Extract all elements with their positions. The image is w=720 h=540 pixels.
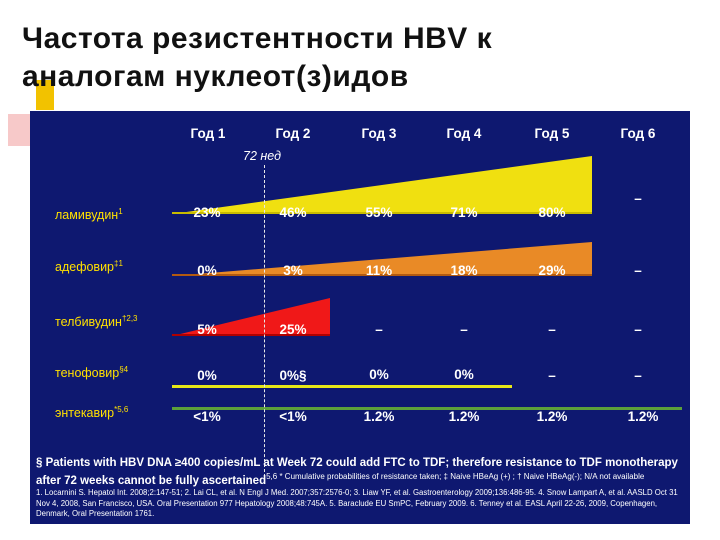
footnote-small-text: 5,6 * Cumulative probabilities of resist… [266, 472, 645, 481]
drug-label-telbivudine: телбивудин†2,3 [55, 314, 138, 330]
title-line-2: аналогам нуклеот(з)идов [22, 60, 409, 93]
tenofovir-value-y3: 0% [369, 367, 389, 382]
adefovir-value-y6: – [634, 263, 642, 278]
drug-label-adefovir: адефовир‡1 [55, 259, 123, 275]
lamivudine-value-y2: 46% [279, 205, 307, 220]
tenofovir-value-y5: – [548, 368, 556, 383]
tenofovir-value-y6: – [634, 368, 642, 383]
entecavir-value-y5: 1.2% [536, 409, 568, 424]
adefovir-baseline [172, 274, 592, 276]
decorative-yellow-square [36, 80, 54, 110]
adefovir-area [172, 242, 592, 276]
lamivudine-value-y5: 80% [538, 205, 566, 220]
lamivudine-value-y6: – [634, 191, 642, 206]
lamivudine-value-y1: 23% [193, 205, 221, 220]
slide-title: Частота резистентности HBV к аналогам ну… [22, 20, 622, 96]
adefovir-value-y5: 29% [538, 263, 566, 278]
telbivudine-value-y6: – [634, 322, 642, 337]
week-72-label: 72 нед [243, 149, 281, 163]
adefovir-value-y2: 3% [283, 263, 303, 278]
year-label-5: Год 5 [534, 126, 570, 141]
lamivudine-value-y4: 71% [450, 205, 478, 220]
adefovir-value-y3: 11% [365, 263, 393, 278]
drug-label-entecavir: энтекавир*5,6 [55, 405, 129, 421]
year-label-6: Год 6 [620, 126, 656, 141]
telbivudine-baseline [172, 334, 330, 336]
year-label-4: Год 4 [446, 126, 482, 141]
chart-panel: Год 1 Год 2 Год 3 Год 4 Год 5 Год 6 72 н… [30, 111, 690, 524]
week-72-dashed-line [264, 165, 265, 477]
lamivudine-baseline [172, 212, 592, 214]
drug-label-tenofovir: тенофовир§4 [55, 365, 129, 381]
tenofovir-value-y1: 0% [197, 368, 217, 383]
telbivudine-value-y2: 25% [279, 322, 307, 337]
lamivudine-value-y3: 55% [365, 205, 393, 220]
entecavir-value-y1: <1% [193, 409, 221, 424]
footnote-primary: § Patients with HBV DNA ≥400 copies/mL a… [36, 456, 686, 488]
tenofovir-bar [172, 385, 512, 388]
tenofovir-value-y4: 0% [454, 367, 474, 382]
telbivudine-value-y1: 5% [197, 322, 217, 337]
entecavir-value-y6: 1.2% [627, 409, 659, 424]
entecavir-bar [172, 407, 682, 410]
telbivudine-value-y3: – [375, 322, 383, 337]
entecavir-value-y4: 1.2% [448, 409, 480, 424]
telbivudine-value-y4: – [460, 322, 468, 337]
telbivudine-area [172, 298, 330, 336]
drug-label-lamivudine: ламивудин1 [55, 207, 123, 223]
references: 1. Locarnini S. Hepatol Int. 2008;2:147-… [36, 488, 678, 518]
year-label-2: Год 2 [275, 126, 311, 141]
title-line-1: Частота резистентности HBV к [22, 22, 493, 55]
telbivudine-value-y5: – [548, 322, 556, 337]
lamivudine-area [172, 156, 592, 214]
tenofovir-value-y2: 0%§ [279, 368, 307, 383]
adefovir-value-y4: 18% [450, 263, 478, 278]
footnote-bold-text: § Patients with HBV DNA ≥400 copies/mL a… [36, 457, 678, 487]
chart-svg [172, 156, 682, 410]
adefovir-value-y1: 0% [197, 263, 217, 278]
year-label-1: Год 1 [190, 126, 226, 141]
entecavir-value-y2: <1% [279, 409, 307, 424]
entecavir-value-y3: 1.2% [363, 409, 395, 424]
year-label-3: Год 3 [361, 126, 397, 141]
